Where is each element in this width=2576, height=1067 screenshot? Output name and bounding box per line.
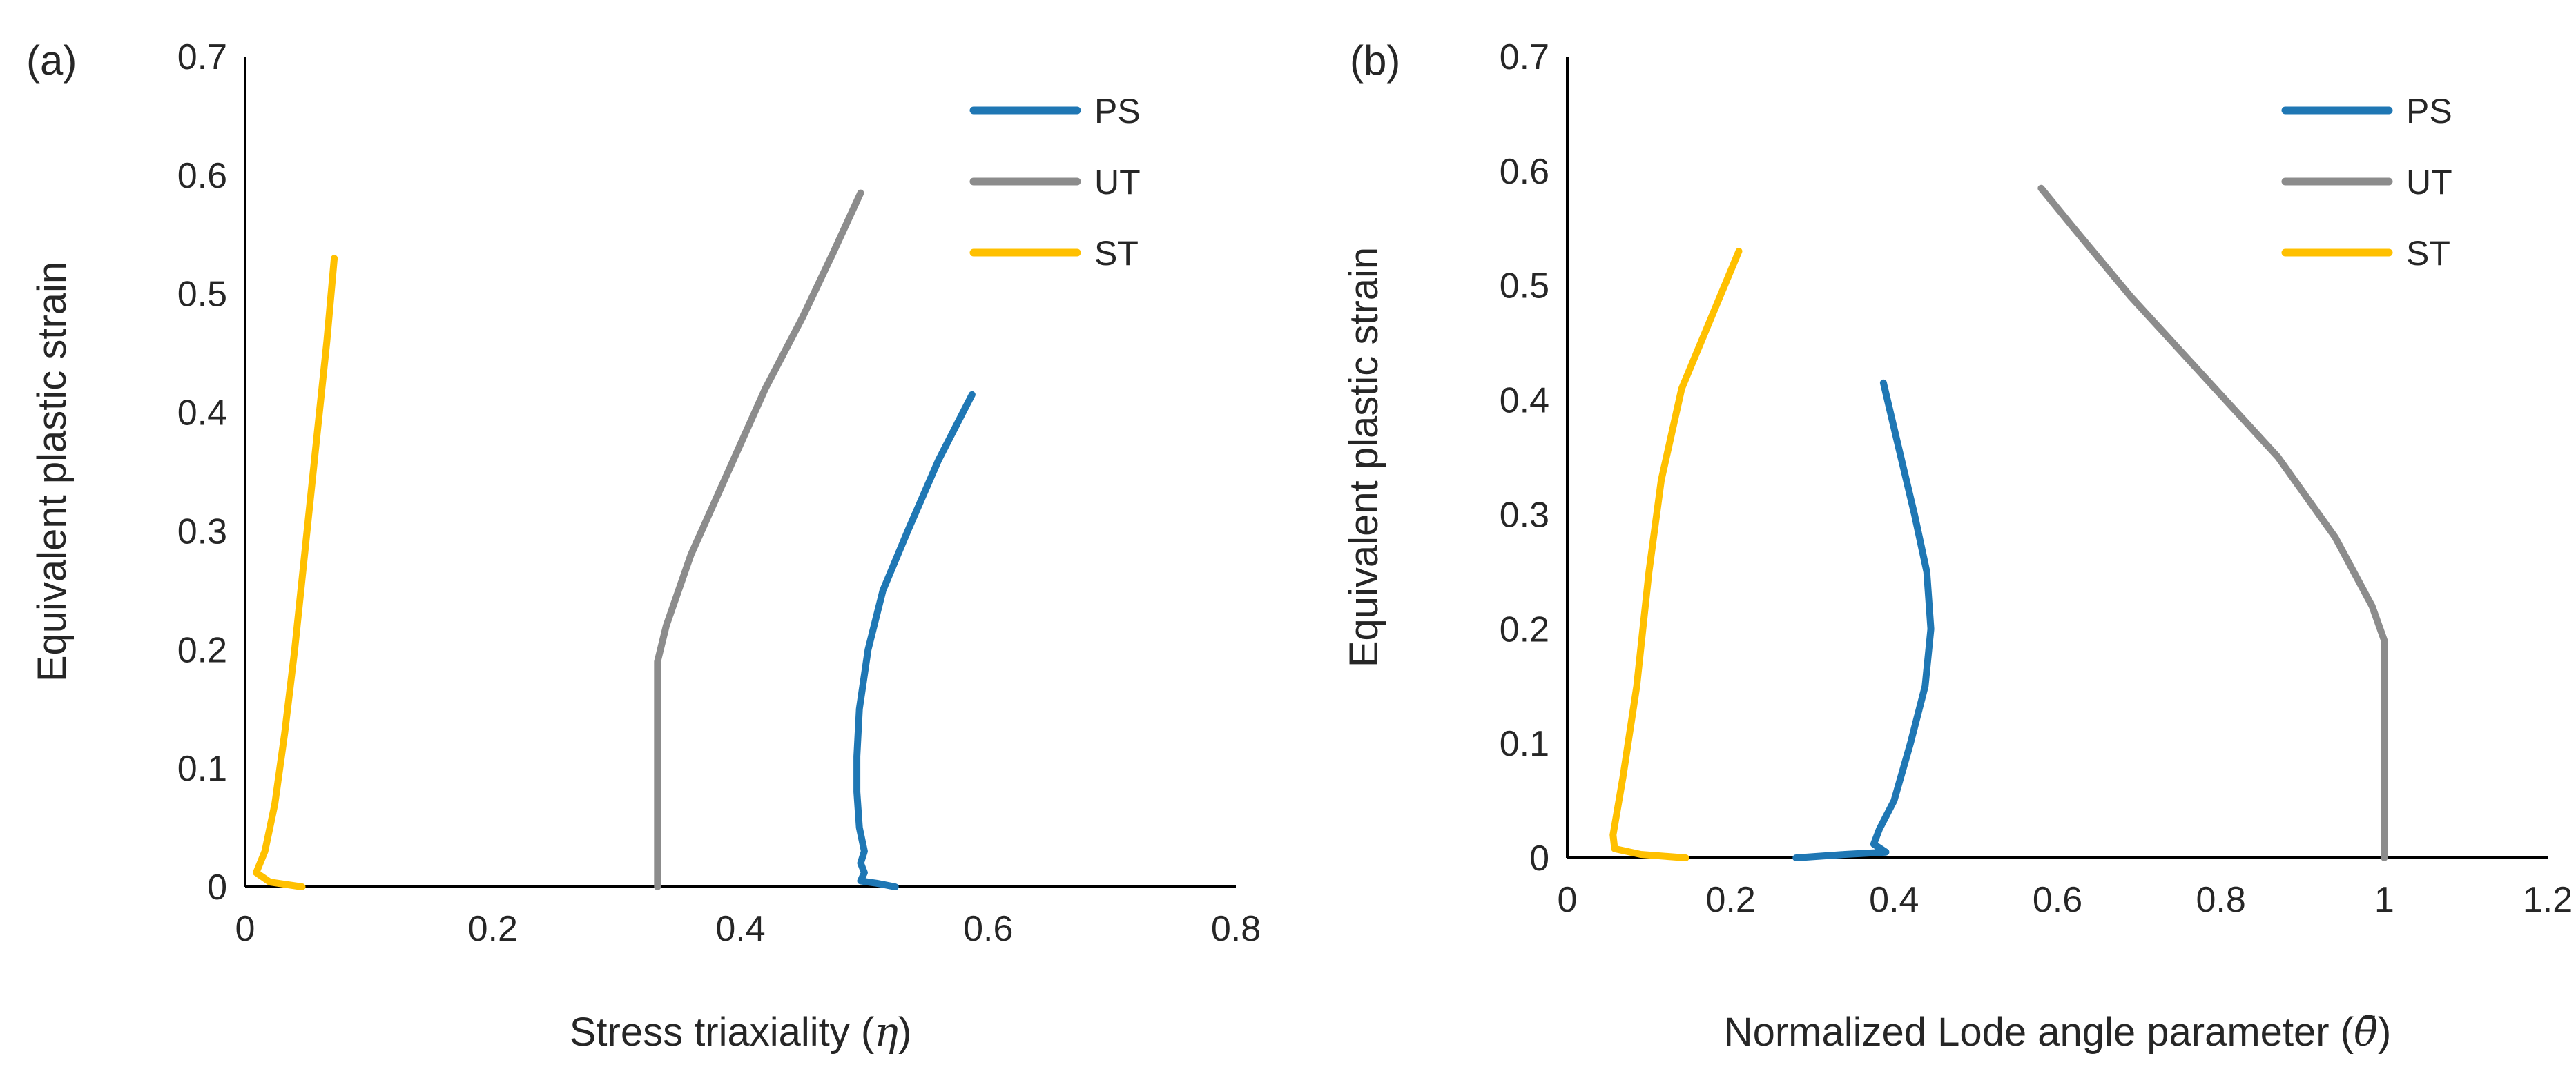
x-axis-label-symbol: η	[874, 1008, 898, 1055]
y-axis-label: Equivalent plastic strain	[30, 262, 75, 682]
y-tick-label: 0.3	[1500, 495, 1549, 535]
legend-label-ut: UT	[2406, 163, 2452, 202]
y-tick-label: 0.1	[177, 749, 227, 789]
y-tick-label: 0.5	[177, 275, 227, 315]
y-axis-label: Equivalent plastic strain	[1342, 247, 1386, 667]
series-line-st	[253, 255, 338, 890]
legend-label-st: ST	[2406, 234, 2450, 273]
x-tick-label: 1	[2374, 880, 2394, 920]
x-axis-label-text: Stress triaxiality (	[570, 1010, 875, 1055]
series-line-st	[1609, 248, 1743, 861]
legend-label-ps: PS	[1094, 92, 1141, 130]
x-tick-label: 0.2	[468, 909, 518, 949]
x-tick-label: 0	[235, 909, 255, 949]
x-axis-label-symbol: θ̄	[2354, 1008, 2378, 1055]
y-tick-label: 0.1	[1500, 724, 1549, 764]
x-tick-label: 0.2	[1706, 880, 1756, 920]
y-tick-label: 0	[1529, 839, 1549, 879]
y-tick-label: 0.5	[1500, 266, 1549, 306]
x-axis-label-close: )	[898, 1010, 911, 1055]
panel-label: (a)	[26, 37, 77, 84]
series-line-ut	[654, 189, 864, 890]
x-tick-label: 0	[1558, 880, 1578, 920]
x-axis-label-text: Normalized Lode angle parameter (	[1724, 1010, 2354, 1055]
legend-label-st: ST	[1094, 234, 1139, 273]
y-tick-label: 0	[207, 868, 227, 908]
x-tick-label: 0.6	[2033, 880, 2082, 920]
series-line-ps	[1792, 379, 1935, 861]
series-line-ps	[853, 391, 976, 890]
y-tick-label: 0.2	[177, 630, 227, 670]
panel-a: 0 0.2 0.4 0.6 0.8 0 0.1 0.2 0.3 0.4 0.5 0.6 0.7 (a) Eq…	[26, 37, 1261, 1055]
y-tick-label: 0.7	[1500, 37, 1549, 77]
series-line-ut	[2037, 184, 2388, 861]
legend-label-ps: PS	[2406, 92, 2452, 130]
x-tick-label: 0.6	[963, 909, 1013, 949]
y-tick-label: 0.7	[177, 37, 227, 77]
x-tick-label: 0.4	[1869, 880, 1919, 920]
x-axis-label: Normalized Lode angle parameter (θ̄)	[1724, 1008, 2392, 1055]
x-axis-label-close: )	[2378, 1010, 2391, 1055]
panel-label: (b)	[1350, 37, 1400, 84]
x-tick-label: 1.2	[2523, 880, 2573, 920]
y-tick-label: 0.6	[177, 156, 227, 196]
y-tick-label: 0.6	[1500, 152, 1549, 192]
x-tick-label: 0.4	[715, 909, 765, 949]
x-tick-label: 0.8	[1211, 909, 1261, 949]
panel-b: 0 0.2 0.4 0.6 0.8 1 1.2 0 0.1 0.2 0.3 0.4 0.5 0.6 0.7 (…	[1342, 37, 2573, 1055]
legend-label-ut: UT	[1094, 163, 1141, 202]
x-tick-label: 0.8	[2196, 880, 2246, 920]
y-tick-label: 0.4	[177, 393, 227, 433]
y-tick-label: 0.2	[1500, 609, 1549, 649]
y-tick-label: 0.4	[1500, 381, 1549, 421]
x-axis-label: Stress triaxiality (η)	[570, 1008, 912, 1055]
y-tick-label: 0.3	[177, 511, 227, 551]
